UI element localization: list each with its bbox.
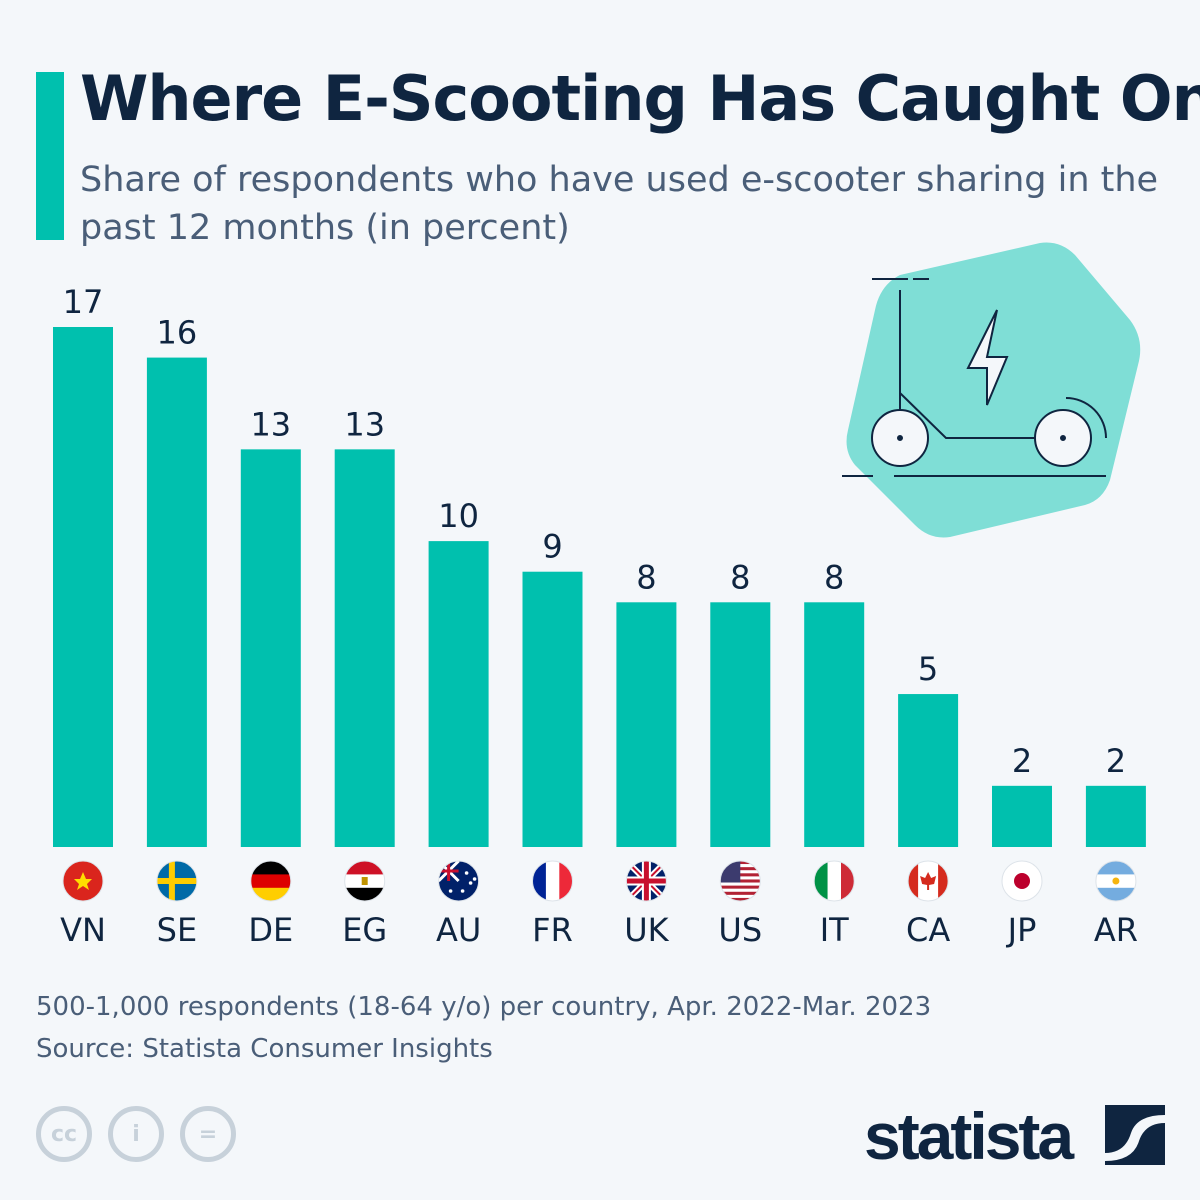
flag-FR-icon	[532, 860, 573, 902]
data-label-US: 8	[730, 558, 750, 596]
data-label-JP: 2	[1012, 742, 1032, 780]
tick-label-VN: VN	[60, 911, 106, 949]
flag-EG-icon	[344, 860, 386, 902]
bar-SE	[146, 357, 207, 847]
tick-label-AU: AU	[436, 911, 481, 949]
flag-AU-icon	[438, 860, 480, 902]
flag-SE-icon	[156, 860, 198, 902]
title-accent-bar	[36, 72, 64, 240]
flag-CA-icon	[907, 860, 949, 902]
data-label-UK: 8	[636, 558, 656, 596]
tick-label-AR: AR	[1094, 911, 1138, 949]
bar-US	[710, 602, 771, 847]
data-label-FR: 9	[542, 528, 562, 566]
bar-CA	[898, 694, 959, 847]
data-label-AR: 2	[1106, 742, 1126, 780]
flag-DE-icon	[250, 860, 292, 902]
data-label-CA: 5	[918, 650, 938, 688]
tick-label-FR: FR	[532, 911, 573, 949]
bar-chart: 17 VN 16 SE 13 DE 13 EG 10 AU 9 FR 8 UK 8 US 8 IT 5 CA 2 JP 2 A…	[53, 242, 1146, 949]
bar-VN	[53, 327, 113, 847]
flag-VN-icon	[62, 860, 104, 902]
bar-EG	[334, 449, 395, 847]
statista-logo[interactable]: statista	[864, 1099, 1074, 1173]
tick-label-US: US	[718, 911, 762, 949]
flag-US-icon	[719, 860, 761, 902]
tick-label-UK: UK	[624, 911, 669, 949]
flag-UK-icon	[625, 860, 667, 902]
data-label-EG: 13	[344, 405, 385, 443]
data-label-IT: 8	[824, 558, 844, 596]
bar-DE	[240, 449, 301, 847]
data-label-VN: 17	[63, 283, 104, 321]
flag-AR-icon	[1095, 860, 1137, 902]
data-label-AU: 10	[438, 497, 479, 535]
scooter-illustration	[842, 242, 1141, 538]
cc-icon[interactable]: cc	[36, 1106, 92, 1162]
attribution-icon[interactable]: i	[108, 1106, 164, 1162]
bar-JP	[992, 785, 1052, 847]
tick-label-IT: IT	[820, 911, 849, 949]
tick-label-EG: EG	[342, 911, 387, 949]
chart-subtitle: Share of respondents who have used e-sco…	[80, 160, 1159, 248]
data-label-SE: 16	[157, 314, 198, 352]
tick-label-CA: CA	[906, 911, 950, 949]
lightning-icon	[966, 309, 1009, 406]
no-derivatives-icon[interactable]: =	[180, 1106, 236, 1162]
statista-logo-mark	[1105, 1105, 1165, 1165]
source-note: Source: Statista Consumer Insights	[36, 1034, 493, 1064]
flag-IT-icon	[813, 860, 855, 902]
tick-label-DE: DE	[248, 911, 293, 949]
tick-label-SE: SE	[157, 911, 198, 949]
flag-JP-icon	[1001, 860, 1043, 902]
bar-IT	[804, 602, 865, 847]
bar-FR	[522, 571, 583, 847]
tick-label-JP: JP	[1006, 911, 1037, 949]
chart-title: Where E-Scooting Has Caught On	[80, 62, 1200, 135]
data-label-DE: 13	[250, 405, 291, 443]
survey-note: 500-1,000 respondents (18-64 y/o) per co…	[36, 992, 932, 1022]
bar-AR	[1085, 785, 1146, 847]
bar-AU	[428, 541, 489, 847]
bar-UK	[616, 602, 677, 847]
